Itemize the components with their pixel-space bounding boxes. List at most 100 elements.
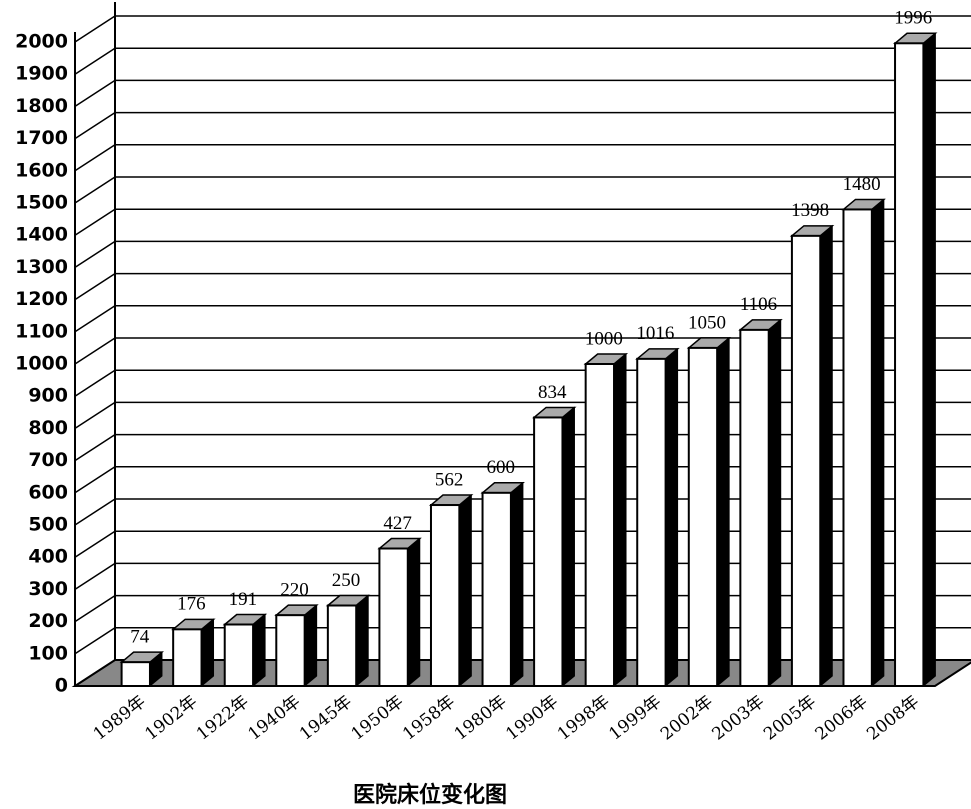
- y-tick-label: 900: [28, 385, 68, 407]
- grid-line: [74, 144, 116, 172]
- grid-line: [74, 337, 116, 365]
- bar-side: [458, 493, 472, 688]
- bar: [222, 613, 268, 688]
- grid-line: [74, 530, 116, 558]
- grid-line: [74, 627, 116, 655]
- value-label: 191: [229, 589, 258, 610]
- grid-line: [74, 466, 116, 494]
- bar-side: [252, 613, 266, 688]
- y-tick-label: 1000: [15, 353, 68, 375]
- bar-front: [894, 42, 925, 687]
- x-tick-label: 1958年: [399, 692, 459, 745]
- bar-side: [716, 336, 730, 688]
- grid-line: [74, 305, 116, 333]
- value-label: 834: [538, 382, 567, 403]
- bar-front: [378, 547, 409, 687]
- y-tick-label: 800: [28, 417, 68, 439]
- bar-front: [481, 491, 512, 687]
- x-tick-label: 1999年: [605, 692, 665, 745]
- y-tick-label: 1600: [15, 159, 68, 181]
- bar: [274, 604, 319, 688]
- value-label: 74: [130, 627, 150, 648]
- bar-front: [172, 628, 203, 688]
- bar-front: [739, 328, 770, 687]
- bar-side: [510, 481, 524, 688]
- bar: [841, 198, 886, 688]
- y-tick-label: 1400: [15, 224, 68, 246]
- bar: [789, 224, 835, 688]
- x-tick-label: 1902年: [141, 692, 201, 745]
- bar-front: [533, 416, 564, 687]
- x-tick-label: 1980年: [451, 692, 511, 745]
- bar-side: [304, 604, 318, 688]
- bar-front: [790, 234, 822, 687]
- bar: [480, 481, 525, 688]
- bar-front: [584, 363, 616, 687]
- grid-line: [74, 272, 116, 301]
- y-tick-label: 1200: [15, 288, 68, 310]
- x-tick-label: 1945年: [296, 692, 356, 745]
- value-label: 220: [280, 580, 309, 601]
- x-tick-label: 1989年: [90, 692, 150, 745]
- bar-side: [355, 594, 369, 688]
- bar-side: [922, 32, 936, 688]
- y-tick-label: 1800: [15, 95, 68, 117]
- value-label: 1050: [688, 312, 726, 333]
- x-tick-label: 2005年: [760, 692, 820, 745]
- bar-front: [687, 346, 719, 687]
- bar-side: [768, 318, 782, 688]
- grid-line: [74, 111, 116, 140]
- y-tick-label: 500: [28, 514, 68, 536]
- y-tick-label: 1300: [15, 256, 68, 278]
- bar: [428, 493, 474, 688]
- bar: [532, 406, 577, 688]
- grid-line: [74, 659, 116, 687]
- x-tick-label: 1950年: [348, 692, 408, 745]
- grid-line: [74, 47, 116, 75]
- y-tick-label: 1500: [15, 192, 68, 214]
- y-tick-label: 100: [28, 642, 68, 664]
- bar: [119, 651, 165, 688]
- value-label: 427: [383, 513, 412, 534]
- bar: [171, 618, 216, 688]
- x-tick-label: 2003年: [709, 692, 769, 745]
- y-tick-label: 400: [28, 546, 68, 568]
- grid-line: [74, 433, 116, 462]
- chart-title: 医院床位变化图: [353, 782, 507, 808]
- bar-side: [665, 347, 679, 688]
- x-tick-label: 1998年: [554, 692, 614, 745]
- x-tick-label: 2006年: [812, 692, 872, 745]
- value-label: 1000: [585, 328, 623, 349]
- grid-line: [74, 176, 116, 204]
- y-tick-label: 0: [55, 675, 68, 697]
- grid-line: [74, 79, 116, 108]
- y-tick-label: 700: [28, 449, 68, 471]
- y-tick-label: 1700: [15, 127, 68, 149]
- bar: [377, 537, 422, 688]
- value-label: 1480: [843, 174, 881, 195]
- bar: [583, 352, 629, 688]
- bar-side: [819, 224, 833, 688]
- value-label: 1106: [740, 294, 777, 315]
- bar: [635, 347, 680, 688]
- bar-side: [407, 537, 421, 688]
- value-label: 600: [486, 457, 515, 478]
- bar: [892, 32, 938, 688]
- value-label: 1996: [894, 8, 932, 29]
- value-label: 562: [435, 469, 464, 490]
- x-tick-label: 2002年: [657, 692, 717, 745]
- grid-line: [74, 401, 116, 430]
- bar: [686, 336, 732, 688]
- bar: [325, 594, 371, 688]
- bar-front: [275, 614, 306, 687]
- grid-line: [74, 498, 116, 526]
- x-tick-label: 2008年: [863, 692, 923, 745]
- bar-front: [429, 504, 461, 688]
- x-tick-label: 1922年: [193, 692, 253, 745]
- bar-side: [871, 198, 885, 688]
- grid-line: [74, 15, 116, 43]
- grid-line: [74, 562, 116, 591]
- bar-front: [636, 357, 667, 687]
- y-tick-label: 2000: [15, 31, 68, 53]
